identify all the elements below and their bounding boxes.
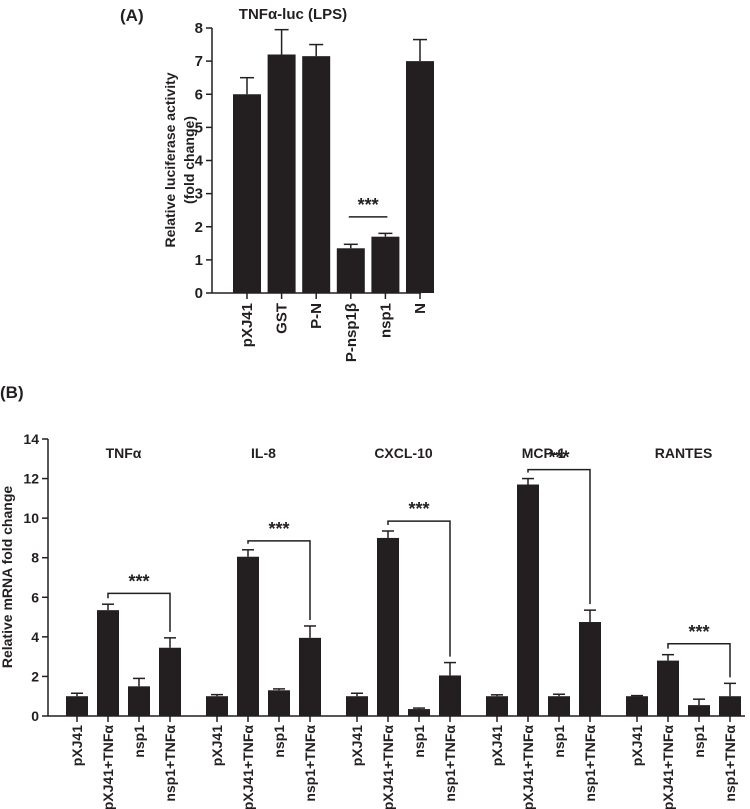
- panel-b-y-tick-label: 8: [31, 550, 39, 566]
- panel-b-y-tick-label: 4: [31, 629, 39, 645]
- panel-a-label: (A): [120, 6, 144, 25]
- panel-b-significance-bracket: [247, 540, 311, 620]
- panel-b-bar: [626, 696, 648, 716]
- panel-a-y-tick-label: 4: [195, 153, 204, 170]
- panel-a-y-tick-label: 1: [195, 252, 203, 269]
- panel-a-bar: [267, 54, 296, 293]
- panel-b-category-label: pXJ41+TNFα: [660, 725, 676, 809]
- panel-b-significance-label: ***: [548, 448, 569, 468]
- panel-b-category-label: nsp1+TNFα: [302, 725, 318, 802]
- panel-b-ylabel: Relative mRNA fold change: [0, 486, 15, 669]
- panel-b-category-label: nsp1+TNFα: [582, 725, 598, 802]
- panel-b-y-tick-label: 10: [23, 510, 39, 526]
- panel-b-significance-label: ***: [408, 499, 429, 519]
- panel-a-category-label: P-nsp1β: [343, 303, 360, 362]
- panel-b-group-title: IL-8: [251, 445, 276, 461]
- panel-b-chart: 0 2 4 6 8 10 12 14 TNFα pXJ41 pXJ41+TNFα nsp1 nsp1+T…: [23, 431, 745, 809]
- panel-b-bar: [688, 705, 710, 716]
- panel-a-y-tick-label: 2: [195, 219, 203, 236]
- panel-b-category-label: nsp1+TNFα: [442, 725, 458, 802]
- panel-b-significance-bracket: [527, 468, 591, 605]
- panel-a-category-label: P-N: [308, 303, 325, 329]
- panel-b-significance-label: ***: [268, 519, 289, 539]
- panel-b-bar: [548, 696, 570, 716]
- panel-b-significance-bracket: [107, 592, 171, 632]
- panel-b-bar: [657, 660, 679, 716]
- panel-b-y-tick-label: 2: [31, 668, 39, 684]
- panel-b-significance-label: ***: [128, 571, 149, 591]
- panel-a-y-tick-label: 7: [195, 53, 203, 70]
- panel-b-y-tick-label: 6: [31, 589, 39, 605]
- panel-a-y-tick-label: 6: [195, 86, 203, 103]
- panel-b-group-title: RANTES: [655, 445, 713, 461]
- panel-a-category-label: GST: [274, 303, 291, 334]
- panel-b-category-label: nsp1: [551, 725, 567, 758]
- panel-b-bar: [377, 537, 399, 716]
- panel-a-ylabel-line: (fold change): [181, 116, 197, 204]
- panel-b-bar: [579, 622, 601, 716]
- panel-a-y-tick-label: 3: [195, 186, 203, 203]
- panel-b-y-tick-label: 12: [23, 471, 39, 487]
- panel-b-category-label: nsp1+TNFα: [162, 725, 178, 802]
- panel-b-category-label: pXJ41: [489, 725, 505, 766]
- panel-b-y-tick-label: 14: [23, 431, 39, 447]
- panel-a-category-label: nsp1: [377, 303, 394, 338]
- panel-a-y-tick-label: 8: [195, 20, 203, 37]
- panel-b-bar: [346, 696, 368, 716]
- panel-a-category-label: N: [412, 303, 429, 314]
- panel-b-category-label: pXJ41+TNFα: [100, 725, 116, 809]
- panel-b-bar: [268, 690, 290, 716]
- panel-b-group-title: CXCL-10: [374, 445, 433, 461]
- panel-a-significance-label: ***: [358, 195, 379, 215]
- panel-b-significance-label: ***: [688, 622, 709, 642]
- panel-a-y-tick-label: 0: [195, 285, 203, 302]
- panel-b-bar: [206, 696, 228, 716]
- panel-a-title: TNFα-luc (LPS): [239, 6, 347, 23]
- panel-b-category-label: nsp1+TNFα: [722, 725, 738, 802]
- panel-b-bar: [439, 675, 461, 716]
- panel-a-category-label: pXJ41: [239, 303, 256, 347]
- panel-b-category-label: pXJ41: [209, 725, 225, 766]
- panel-a-chart: Relative luciferase activity (fold change…: [162, 20, 434, 362]
- panel-a-bar: [336, 248, 365, 293]
- panel-b-category-label: nsp1: [271, 725, 287, 758]
- panel-b-bar: [408, 709, 430, 716]
- panel-b-category-label: nsp1: [691, 725, 707, 758]
- panel-b-bar: [299, 637, 321, 716]
- panel-a-bar: [371, 236, 400, 293]
- panel-b-category-label: pXJ41: [69, 725, 85, 766]
- panel-b-category-label: pXJ41+TNFα: [520, 725, 536, 809]
- panel-b-bar: [486, 696, 508, 716]
- panel-b-group-title: MCP-1: [522, 445, 566, 461]
- panel-b-bar: [719, 696, 741, 716]
- panel-b-y-tick-label: 0: [31, 708, 39, 724]
- panel-b-bar: [159, 647, 181, 716]
- panel-b-bar: [97, 610, 119, 716]
- panel-b-category-label: pXJ41: [349, 725, 365, 766]
- panel-b-bar: [237, 556, 259, 716]
- panel-a-y-tick-label: 5: [195, 119, 203, 136]
- panel-b-group-title: TNFα: [106, 445, 142, 461]
- panel-a-ylabel-line: Relative luciferase activity: [162, 72, 178, 247]
- panel-b-bar: [66, 696, 88, 716]
- panel-b-category-label: nsp1: [131, 725, 147, 758]
- panel-b-category-label: nsp1: [411, 725, 427, 758]
- panel-a-bar: [406, 61, 434, 293]
- panel-b-significance-bracket: [667, 643, 731, 678]
- panel-b-bar: [128, 686, 150, 716]
- panel-a-bar: [233, 94, 261, 293]
- panel-b-bar: [517, 484, 539, 716]
- panel-b-category-label: pXJ41: [629, 725, 645, 766]
- panel-b-category-label: pXJ41+TNFα: [380, 725, 396, 809]
- panel-b-category-label: pXJ41+TNFα: [240, 725, 256, 809]
- panel-b-significance-bracket: [387, 520, 451, 657]
- panel-a-bar: [302, 56, 331, 293]
- panel-b-label: (B): [0, 383, 24, 402]
